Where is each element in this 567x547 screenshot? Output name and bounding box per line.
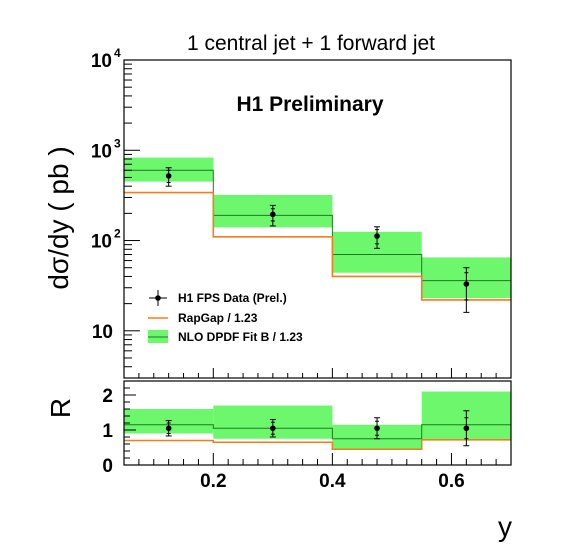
main-ytick-exponent-3: 3 (114, 136, 121, 150)
ratio-band-center-line (124, 424, 511, 440)
main-ytick-label-3: 10 (91, 141, 112, 162)
ratio-data-point-1 (165, 425, 172, 432)
main-ytick-label-2: 10 (91, 232, 112, 253)
ratio-data-point-4 (463, 425, 470, 432)
ratio-rapgap-line (124, 439, 511, 451)
main-ytick-exponent-4: 4 (114, 46, 121, 60)
x-tick-label-2: 0.4 (319, 471, 346, 492)
chart-title: 1 central jet + 1 forward jet (187, 32, 435, 55)
legend-label-rapgap: RapGap / 1.23 (178, 311, 258, 325)
main-data-point-3 (374, 233, 380, 239)
ratio-ytick-label-2: 1 (102, 421, 113, 442)
main-ytick-exponent-2: 2 (114, 227, 121, 241)
main-data-point-2 (270, 211, 276, 218)
x-axis-label: y (498, 511, 512, 542)
legend-item-rapgap: RapGap / 1.23 (148, 311, 258, 325)
ratio-ytick-label-3: 2 (102, 386, 113, 407)
main-data-point-4 (463, 281, 470, 287)
legend: H1 FPS Data (Prel.) RapGap / 1.23 NLO DP… (148, 290, 303, 344)
ratio-panel: 0 1 2 0.2 0.4 0.6 (102, 380, 512, 492)
ratio-data-point-3 (374, 425, 380, 432)
main-rapgap-line (124, 191, 511, 301)
legend-data-marker (155, 295, 161, 301)
legend-item-data: H1 FPS Data (Prel.) (149, 290, 287, 306)
x-tick-label-3: 0.6 (438, 471, 464, 492)
annotation-h1-preliminary: H1 Preliminary (236, 93, 383, 116)
main-ytick-label-4: 10 (91, 51, 112, 72)
main-data-point-1 (165, 173, 172, 179)
legend-item-nlo: NLO DPDF Fit B / 1.23 (148, 330, 303, 344)
ratio-ytick-label-1: 0 (102, 456, 113, 477)
main-ytick-label-1: 10 (92, 322, 113, 343)
ratio-ylabel: R (45, 398, 76, 418)
legend-label-nlo: NLO DPDF Fit B / 1.23 (178, 330, 303, 344)
x-tick-label-1: 0.2 (200, 471, 226, 492)
main-ylabel: dσ/dy ( pb ) (43, 146, 74, 289)
legend-label-data: H1 FPS Data (Prel.) (178, 291, 287, 305)
ratio-data-point-2 (270, 425, 276, 432)
